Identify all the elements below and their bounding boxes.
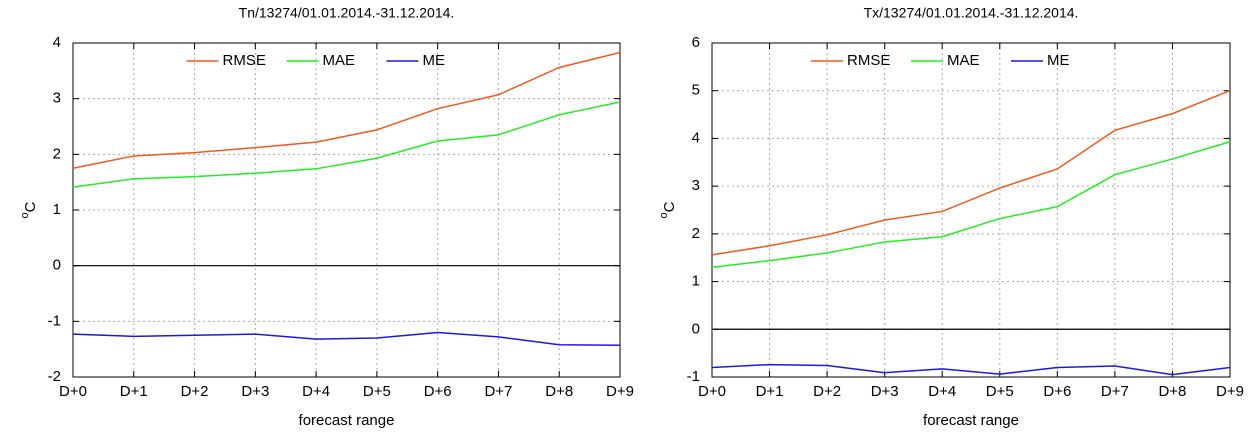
y-tick-label: 2 (53, 145, 61, 162)
y-axis-label: oC (658, 201, 678, 218)
series-line (72, 331, 621, 347)
chart-title: Tx/13274/01.01.2014.-31.12.2014. (864, 5, 1079, 21)
x-tick-label: D+1 (120, 383, 148, 400)
legend-label: ME (1047, 52, 1070, 69)
x-tick-label: D+2 (813, 383, 841, 400)
x-tick-label: D+4 (302, 383, 330, 400)
series-line (72, 51, 621, 169)
y-tick-label: 1 (53, 201, 61, 218)
series-line (711, 141, 1231, 269)
y-axis-label-degree: o (19, 212, 31, 218)
y-tick-label: 4 (53, 34, 61, 51)
y-axis-label-degree: o (658, 212, 670, 218)
legend-label: ME (423, 52, 446, 69)
series-line (72, 101, 621, 188)
chart-title: Tn/13274/01.01.2014.-31.12.2014. (239, 5, 455, 21)
x-tick-label: D+8 (545, 383, 573, 400)
y-tick-label: 3 (692, 177, 700, 194)
legend-label: RMSE (847, 52, 890, 69)
x-axis-label: forecast range (299, 412, 395, 429)
y-axis-label: oC (19, 201, 39, 218)
y-tick-label: 0 (692, 320, 700, 337)
x-tick-label: D+5 (363, 383, 391, 400)
x-tick-label: D+7 (1101, 383, 1129, 400)
y-axis-label-unit: C (22, 201, 39, 212)
x-tick-label: D+8 (1158, 383, 1186, 400)
series-line (711, 90, 1231, 256)
y-tick-label: 6 (692, 34, 700, 51)
y-tick-label: 2 (692, 225, 700, 242)
x-tick-label: D+1 (756, 383, 784, 400)
x-tick-label: D+5 (986, 383, 1014, 400)
x-axis-label: forecast range (923, 412, 1019, 429)
x-tick-label: D+4 (928, 383, 956, 400)
x-tick-label: D+9 (1216, 383, 1244, 400)
y-tick-label: -2 (48, 368, 61, 385)
legend-label: RMSE (223, 52, 266, 69)
y-tick-label: 1 (692, 273, 700, 290)
x-tick-label: D+3 (871, 383, 899, 400)
y-axis-label-unit: C (661, 201, 678, 212)
x-tick-label: D+0 (698, 383, 726, 400)
y-tick-label: -1 (687, 368, 700, 385)
series-line (711, 363, 1231, 376)
legend-label: MAE (323, 52, 356, 69)
x-tick-label: D+7 (484, 383, 512, 400)
y-tick-label: 4 (692, 129, 700, 146)
y-tick-label: -1 (48, 312, 61, 329)
x-tick-label: D+6 (1043, 383, 1071, 400)
legend-label: MAE (947, 52, 980, 69)
x-tick-label: D+6 (424, 383, 452, 400)
x-tick-label: D+9 (606, 383, 634, 400)
y-tick-label: 3 (53, 90, 61, 107)
plot-frame (711, 42, 1231, 378)
x-tick-label: D+0 (59, 383, 87, 400)
x-tick-label: D+2 (181, 383, 209, 400)
plot-frame (72, 42, 621, 378)
x-tick-label: D+3 (241, 383, 269, 400)
y-tick-label: 5 (692, 82, 700, 99)
y-tick-label: 0 (53, 257, 61, 274)
